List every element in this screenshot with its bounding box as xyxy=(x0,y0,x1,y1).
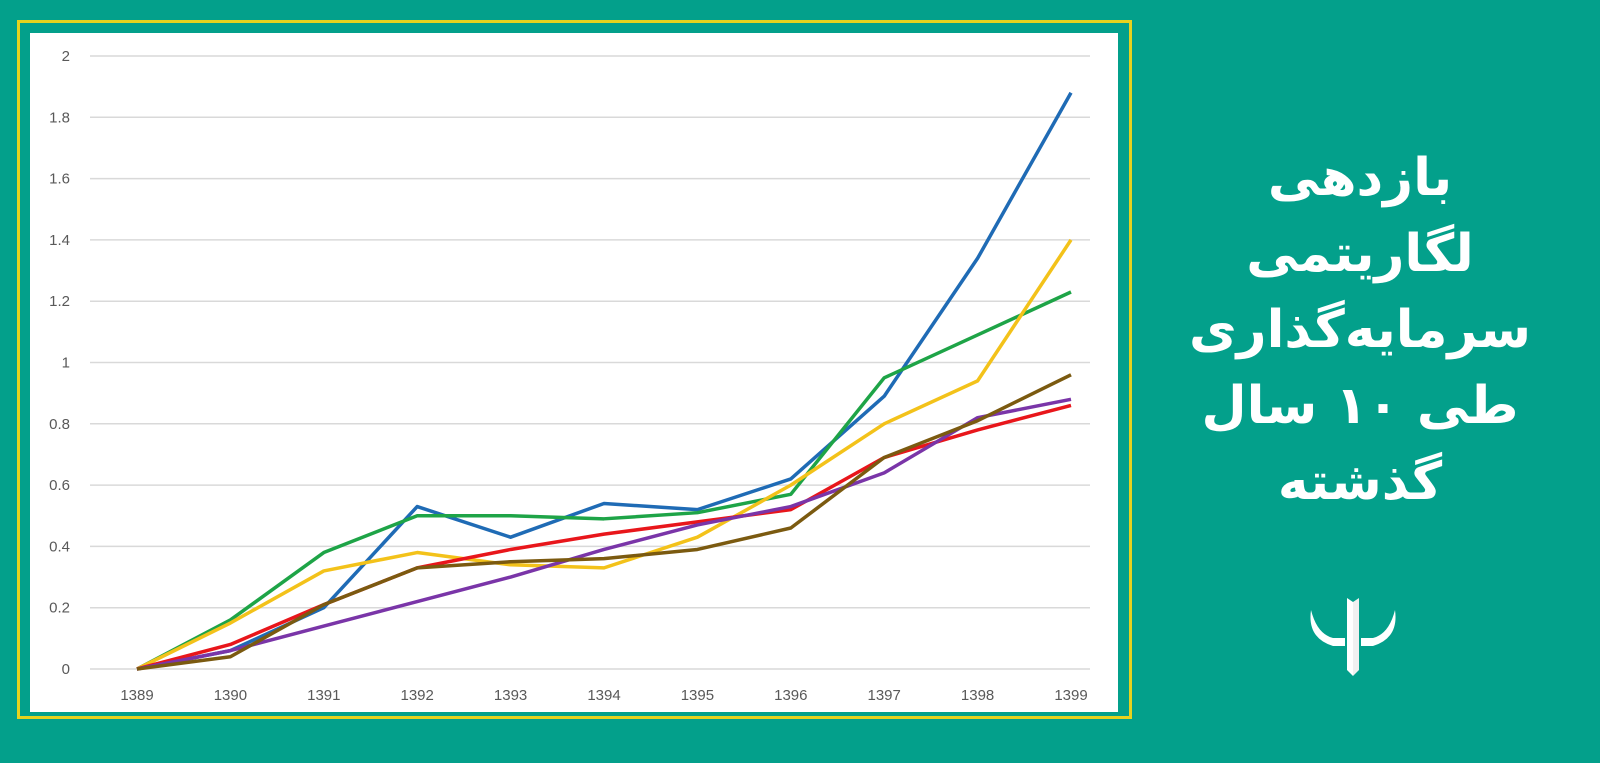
chart-svg: 0 0.2 0.4 0.6 0.8 1 1.2 1.4 1.6 1.8 2 1389 1390 1391 1… xyxy=(49,48,1090,704)
line-chart: 0 0.2 0.4 0.6 0.8 1 1.2 1.4 1.6 1.8 2 1389 1390 1391 1… xyxy=(30,33,1118,712)
chart-frame xyxy=(17,20,1132,719)
y-tick-label: 1.6 xyxy=(49,171,70,188)
x-tick-label: 1399 xyxy=(1054,687,1087,704)
y-tick-label: 0.6 xyxy=(49,477,70,494)
y-tick-label: 2 xyxy=(62,48,70,65)
brand-logo-icon xyxy=(1310,598,1396,676)
y-tick-label: 0 xyxy=(62,661,70,678)
x-tick-label: 1398 xyxy=(961,687,994,704)
x-tick-label: 1390 xyxy=(214,687,247,704)
x-tick-label: 1392 xyxy=(401,687,434,704)
x-tick-label: 1397 xyxy=(868,687,901,704)
x-tick-label: 1394 xyxy=(587,687,620,704)
y-tick-label: 1.2 xyxy=(49,293,70,310)
y-tick-label: 1.8 xyxy=(49,109,70,126)
series-line-brown xyxy=(136,373,1072,671)
title-line-1: بازدهی xyxy=(1267,148,1453,208)
x-tick-label: 1389 xyxy=(120,687,153,704)
title-line-5: گذشته xyxy=(1277,452,1443,512)
x-tick-label: 1396 xyxy=(774,687,807,704)
series-line-yellow xyxy=(136,238,1073,671)
title-line-4: طی ۱۰ سال xyxy=(1201,376,1519,436)
title-line-2: لگاریتمی xyxy=(1246,224,1474,284)
y-tick-label: 0.2 xyxy=(49,600,70,617)
x-tick-label: 1393 xyxy=(494,687,527,704)
series-line-purple xyxy=(136,397,1072,671)
series-line-red xyxy=(136,403,1072,671)
title-line-3: سرمایه‌گذاری xyxy=(1189,300,1531,360)
chart-title: بازدهی لگاریتمی سرمایه‌گذاری طی ۱۰ سال گ… xyxy=(1160,140,1560,520)
y-tick-label: 0.4 xyxy=(49,538,70,555)
x-tick-label: 1395 xyxy=(681,687,714,704)
y-tick-label: 0.8 xyxy=(49,416,70,433)
y-tick-label: 1.4 xyxy=(49,232,70,249)
x-tick-label: 1391 xyxy=(307,687,340,704)
y-tick-label: 1 xyxy=(62,355,70,372)
series-line-green xyxy=(136,290,1072,671)
